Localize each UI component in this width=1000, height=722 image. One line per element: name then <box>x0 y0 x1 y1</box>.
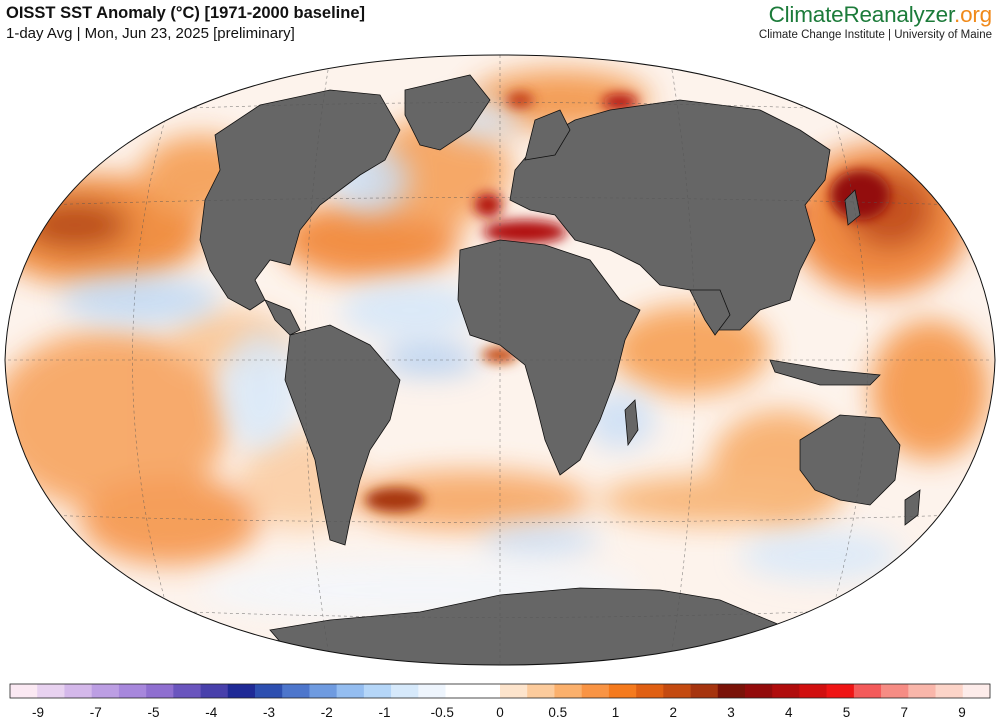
colorbar-swatch <box>717 684 746 698</box>
colorbar-swatch <box>527 684 555 698</box>
colorbar-swatch <box>363 684 392 698</box>
land-madagascar <box>624 399 639 447</box>
colorbar-swatch <box>608 684 637 698</box>
colorbar-swatch <box>663 684 691 698</box>
colorbar-swatch <box>962 684 991 698</box>
colorbar-swatch <box>935 684 964 698</box>
colorbar-swatch <box>881 684 909 698</box>
graticule <box>8 55 992 665</box>
colorbar-tick-label: -4 <box>205 705 217 720</box>
colorbar-swatch <box>745 684 773 698</box>
colorbar-swatch <box>772 684 800 698</box>
land-masses <box>199 74 921 665</box>
land-north-america <box>199 89 401 311</box>
colorbar-tick-label: 7 <box>901 705 909 720</box>
colorbar-border <box>9 683 991 699</box>
colorbar-swatch <box>10 684 38 698</box>
map-border <box>4 54 996 666</box>
colorbar-swatch <box>445 684 474 698</box>
colorbar-swatch <box>64 684 92 698</box>
colorbar-tick-label: 9 <box>958 705 966 720</box>
land-south-america <box>284 324 401 546</box>
colorbar-tick-label: -5 <box>147 705 159 720</box>
colorbar-swatch <box>227 684 256 698</box>
colorbar-swatch <box>146 684 174 698</box>
colorbar-swatch <box>173 684 201 698</box>
map-title: OISST SST Anomaly (°C) [1971-2000 baseli… <box>6 4 366 22</box>
brand-logo[interactable]: ClimateReanalyzer.org <box>759 2 993 28</box>
land-greenland <box>404 74 491 151</box>
colorbar-tick-label: -1 <box>378 705 390 720</box>
land-central-america <box>264 299 301 336</box>
brand-name-main: ClimateReanalyzer <box>768 2 955 27</box>
colorbar-swatch <box>690 684 719 698</box>
colorbar-swatch <box>908 684 936 698</box>
colorbar-swatch <box>472 684 501 698</box>
colorbar-tick-label: 0.5 <box>548 705 567 720</box>
colorbar-swatch <box>282 684 310 698</box>
colorbar-tick-label: 4 <box>785 705 793 720</box>
colorbar-swatch <box>581 684 610 698</box>
land-india <box>689 289 731 336</box>
colorbar-tick-label: 5 <box>843 705 851 720</box>
colorbar-swatch <box>37 684 65 698</box>
colorbar-swatch <box>391 684 419 698</box>
land-indonesia <box>769 359 881 386</box>
colorbar-swatch <box>309 684 337 698</box>
colorbar-swatch <box>636 684 664 698</box>
land-eurasia <box>509 99 831 331</box>
land-australia <box>799 414 901 506</box>
brand-block: ClimateReanalyzer.org Climate Change Ins… <box>759 2 992 41</box>
colorbar-swatch <box>91 684 120 698</box>
colorbar-swatch <box>554 684 582 698</box>
colorbar-swatch <box>336 684 365 698</box>
map-subtitle: 1-day Avg | Mon, Jun 23, 2025 [prelimina… <box>6 25 295 42</box>
colorbar-swatch <box>118 684 147 698</box>
land-japan <box>844 189 861 226</box>
land-scandinavia <box>524 109 571 161</box>
colorbar-swatch <box>255 684 283 698</box>
land-africa <box>457 239 641 476</box>
colorbar-tick-label: 0 <box>496 705 504 720</box>
colorbar-swatch <box>799 684 827 698</box>
colorbar-swatch <box>826 684 855 698</box>
colorbar-tick-label: -2 <box>321 705 333 720</box>
colorbar: -9 -7 -5 -4 -3 -2 -1 -0.5 0 0.5 1 2 3 4 5 7 9 <box>9 683 991 720</box>
colorbar-tick-label: -9 <box>32 705 44 720</box>
colorbar-tick-label: -3 <box>263 705 275 720</box>
colorbar-tick-label: 1 <box>612 705 620 720</box>
brand-affiliation: Climate Change Institute | University of… <box>758 29 992 41</box>
colorbar-tick-label: -0.5 <box>431 705 454 720</box>
land-antarctica <box>269 587 781 665</box>
colorbar-swatch <box>418 684 446 698</box>
colorbar-tick-label: -7 <box>90 705 102 720</box>
colorbar-swatch <box>200 684 229 698</box>
colorbar-tick-label: 2 <box>670 705 678 720</box>
brand-name-tld: .org <box>954 2 992 27</box>
colorbar-swatch <box>500 684 528 698</box>
colorbar-swatch <box>853 684 882 698</box>
colorbar-tick-label: 3 <box>727 705 735 720</box>
